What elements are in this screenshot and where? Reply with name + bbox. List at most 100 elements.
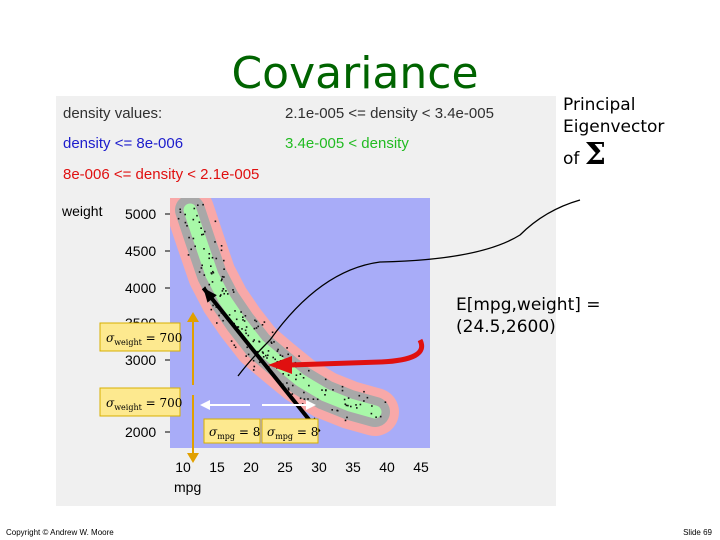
scatter-point	[228, 314, 231, 316]
scatter-point	[279, 354, 282, 356]
scatter-point	[331, 409, 333, 411]
sigma-weight-box-upper	[99, 322, 181, 352]
scatter-point	[270, 341, 273, 343]
scatter-point	[212, 304, 214, 307]
sigma-weight-upper-arrowhead	[187, 312, 199, 322]
scatter-point	[332, 389, 334, 391]
scatter-point	[261, 324, 264, 326]
x-tick-label: 35	[345, 459, 361, 475]
x-tick-label: 25	[277, 459, 293, 475]
scatter-point	[299, 373, 302, 375]
principal-eigenvector-line1: Principal	[563, 95, 636, 115]
scatter-point	[302, 377, 305, 379]
scatter-point	[203, 248, 205, 250]
scatter-point	[237, 326, 240, 328]
legend-item-high: 3.4e-005 < density	[285, 135, 409, 152]
scatter-point	[208, 253, 211, 255]
scatter-point	[271, 331, 274, 334]
scatter-point	[276, 350, 279, 352]
scatter-point	[287, 353, 289, 356]
scatter-point	[277, 348, 279, 351]
scatter-point	[184, 213, 186, 216]
scatter-point	[299, 397, 302, 400]
scatter-point	[308, 369, 310, 372]
x-tick-label: 10	[175, 459, 191, 475]
scatter-point	[212, 271, 215, 274]
scatter-point	[245, 355, 247, 357]
scatter-point	[187, 254, 190, 256]
scatter-point	[197, 204, 199, 206]
sigma-weight-label-lower: σweight = 700	[106, 396, 182, 412]
scatter-point	[272, 356, 274, 359]
scatter-point	[286, 382, 288, 384]
scatter-point	[363, 390, 365, 393]
scatter-point	[252, 340, 255, 343]
y-tick-label: 4500	[125, 243, 156, 259]
scatter-point	[230, 340, 233, 342]
eigenvector-callout-curve	[237, 199, 581, 377]
principal-eigenvector-note: Principal Eigenvector of Σ	[563, 94, 664, 170]
scatter-point	[188, 236, 190, 239]
scatter-point	[244, 315, 247, 317]
legend-header: density values:	[63, 105, 163, 122]
scatter-point	[316, 398, 319, 401]
scatter-point	[344, 419, 347, 422]
scatter-point	[232, 291, 235, 293]
scatter-point	[245, 332, 247, 335]
scatter-point	[344, 403, 347, 405]
scatter-point	[358, 394, 361, 397]
scatter-point	[273, 341, 275, 343]
scatter-point	[341, 389, 344, 392]
eigenvector-arrowhead-upper	[203, 288, 217, 303]
scatter-point	[287, 388, 290, 391]
legend-item-low: density <= 8e-006	[63, 135, 184, 152]
scatter-point	[363, 400, 365, 402]
sigma-weight-lower-arrowhead	[187, 453, 199, 463]
scatter-point	[210, 272, 213, 275]
scatter-point	[255, 327, 258, 329]
scatter-point	[225, 290, 227, 292]
scatter-point	[196, 214, 198, 217]
principal-of-text: of	[563, 149, 580, 169]
scatter-point	[223, 276, 225, 278]
scatter-point	[347, 397, 350, 399]
x-tick-label: 20	[243, 459, 259, 475]
scatter-point	[281, 355, 284, 357]
scatter-point	[201, 233, 203, 236]
scatter-point	[295, 378, 297, 381]
scatter-point	[257, 325, 259, 328]
scatter-point	[234, 310, 236, 312]
scatter-point	[223, 268, 225, 270]
scatter-point	[210, 265, 212, 267]
scatter-point	[341, 385, 344, 388]
y-tick-label: 5000	[125, 206, 156, 222]
scatter-point	[265, 354, 267, 357]
scatter-point	[321, 389, 323, 391]
scatter-point	[211, 256, 214, 259]
scatter-point	[370, 412, 373, 415]
scatter-point	[366, 396, 369, 399]
scatter-point	[263, 321, 266, 323]
scatter-point	[214, 220, 217, 223]
principal-eigenvector-line2: Eigenvector	[563, 117, 665, 137]
y-tick-label: 2000	[125, 424, 156, 440]
scatter-point	[356, 407, 358, 409]
scatter-point	[194, 245, 196, 248]
scatter-point	[287, 387, 290, 389]
scatter-point	[324, 378, 327, 381]
scatter-point	[214, 241, 216, 243]
scatter-point	[215, 257, 218, 260]
scatter-point	[203, 274, 206, 276]
scatter-point	[223, 292, 225, 295]
y-tick-label: 4000	[125, 280, 156, 296]
scatter-point	[262, 356, 265, 358]
scatter-point	[202, 233, 205, 236]
scatter-point	[375, 416, 377, 418]
scatter-point	[186, 225, 188, 227]
scatter-point	[234, 346, 237, 349]
scatter-point	[253, 339, 255, 341]
scatter-point	[274, 358, 276, 361]
scatter-point	[240, 311, 242, 313]
scatter-point	[303, 398, 306, 400]
